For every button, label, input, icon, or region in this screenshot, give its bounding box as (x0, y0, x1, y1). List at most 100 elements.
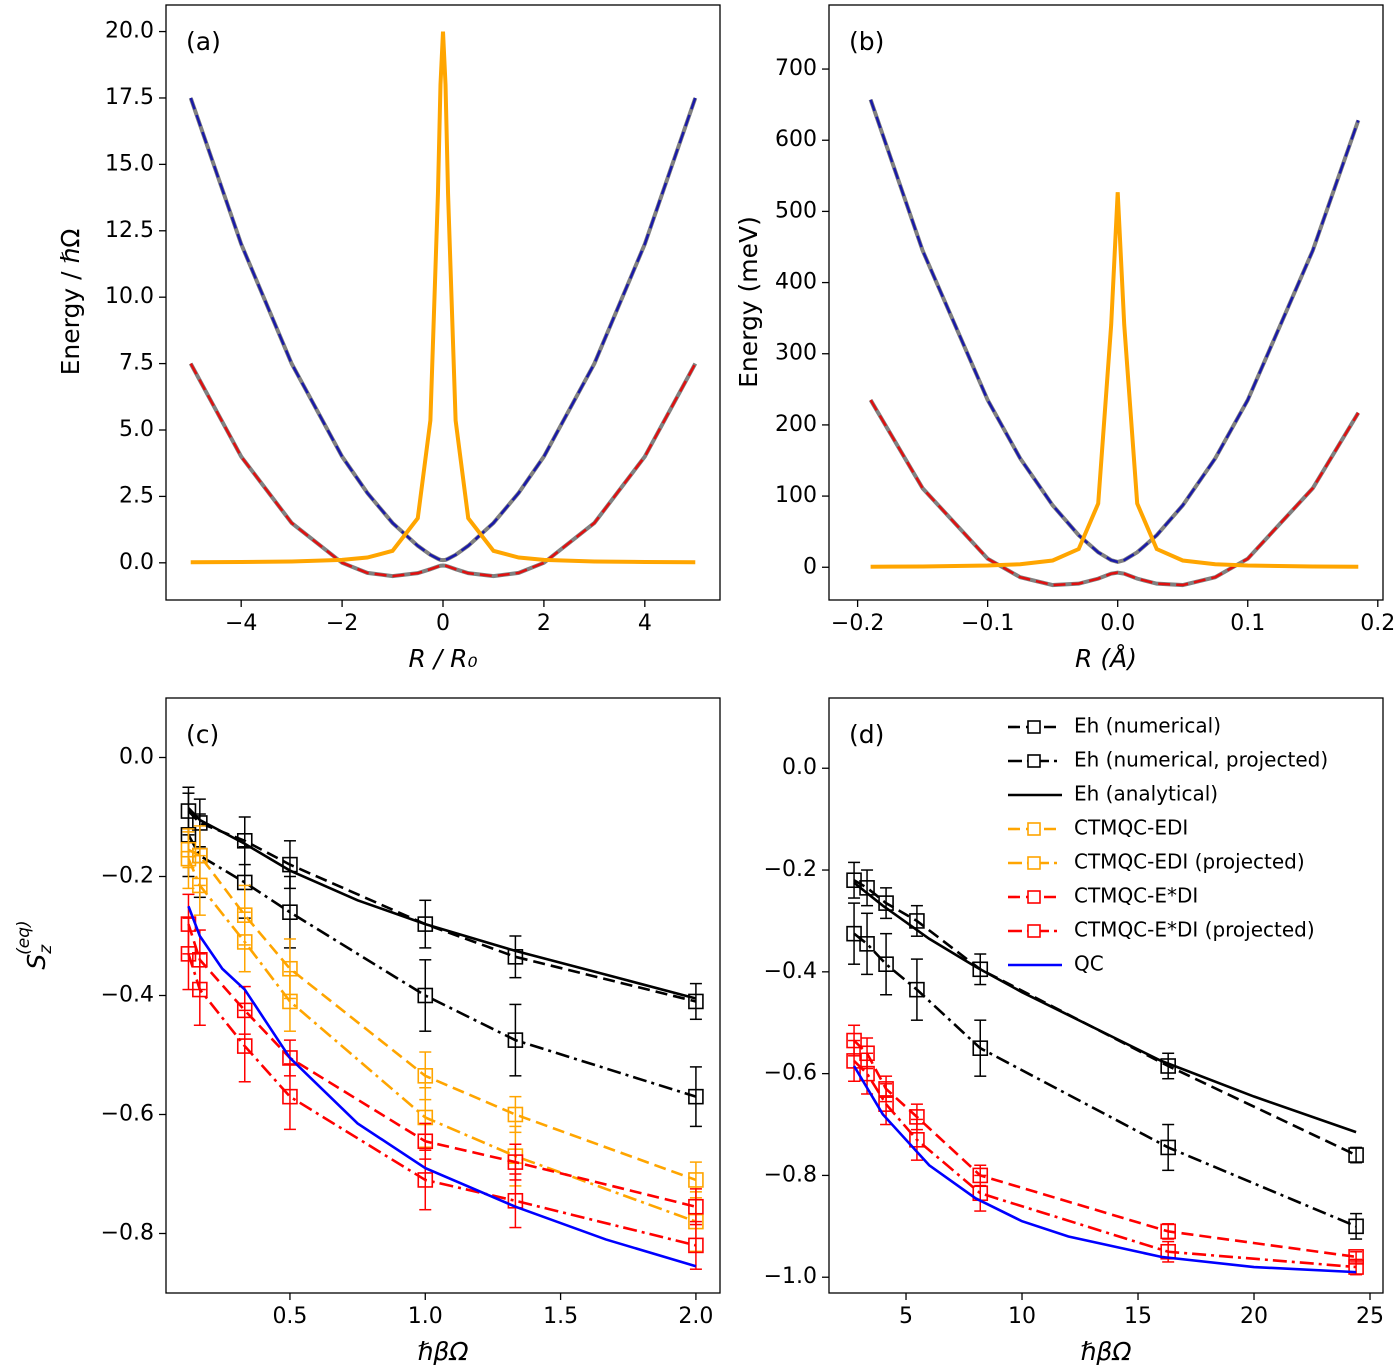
legend-entry: CTMQC-E*DI (1008, 884, 1198, 908)
legend-entry: CTMQC-EDI (1008, 816, 1188, 840)
y-tick-label: 0.0 (119, 745, 154, 770)
error-bar (848, 902, 861, 965)
x-tick-label: 20 (1240, 1304, 1268, 1329)
marker (846, 925, 862, 942)
x-tick-label: 0 (436, 611, 450, 636)
y-tick-label: −0.8 (764, 1162, 817, 1187)
panel-label: (b) (849, 27, 884, 56)
legend-label: Eh (numerical) (1074, 714, 1221, 738)
marker (688, 1198, 704, 1215)
marker (180, 946, 197, 962)
error-bar (689, 982, 702, 1021)
x-tick-label: −0.1 (961, 611, 1014, 636)
marker (417, 1068, 434, 1084)
marker (282, 904, 298, 921)
error-bar (689, 1220, 702, 1270)
plot-frame (828, 697, 1384, 1294)
y-axis-label-main: Energy (meV) (734, 216, 763, 388)
series-line (853, 879, 1357, 1157)
series-line (187, 807, 697, 1000)
marker (688, 993, 704, 1010)
x-axis-label: ℏβΩ (1081, 1337, 1132, 1366)
marker (507, 1106, 524, 1123)
y-tick-label: 0 (803, 554, 817, 579)
y-tick-label: −0.4 (101, 983, 154, 1008)
y-tick-label: −0.4 (764, 959, 817, 984)
y-axis-label-main: Energy / ℏΩ (56, 229, 85, 376)
legend-entry: Eh (numerical, projected) (1008, 748, 1328, 772)
y-tick-label: 7.5 (119, 351, 154, 376)
series-line (189, 97, 697, 562)
x-axis-label: ℏβΩ (418, 1337, 469, 1366)
series-line (187, 923, 697, 1208)
legend-marker (1027, 890, 1041, 904)
marker (1160, 1223, 1176, 1240)
panel-label: (a) (186, 27, 221, 56)
x-tick-label: 2 (537, 611, 551, 636)
y-tick-label: 0.0 (119, 550, 154, 575)
legend-label: Eh (analytical) (1074, 782, 1218, 806)
y-tick-label: 200 (775, 412, 817, 437)
legend-entry: CTMQC-EDI (projected) (1008, 850, 1305, 874)
x-axis-label: R (Å) (1075, 644, 1137, 673)
legend-marker (1027, 856, 1041, 870)
y-tick-label: 0.0 (782, 755, 817, 780)
x-tick-label: 1.5 (543, 1304, 578, 1329)
marker (1348, 1147, 1364, 1163)
series-line (187, 834, 697, 1098)
y-tick-label: 17.5 (105, 85, 154, 110)
legend-label: CTMQC-EDI (projected) (1074, 850, 1305, 874)
legend-marker (1027, 822, 1041, 836)
y-tick-label: 700 (775, 56, 817, 81)
marker (909, 1131, 925, 1148)
marker (507, 1032, 524, 1048)
series-line (187, 953, 697, 1247)
series-line (187, 905, 697, 1268)
marker (972, 1040, 989, 1056)
legend-label: CTMQC-E*DI (projected) (1074, 918, 1315, 942)
legend-entry: QC (1008, 952, 1104, 976)
series-line (190, 31, 696, 565)
y-tick-label: 400 (775, 270, 817, 295)
legend-marker (1027, 720, 1041, 734)
marker (688, 1172, 704, 1188)
y-axis-label-main: S (22, 954, 51, 970)
marker (192, 981, 208, 998)
y-tick-label: 12.5 (105, 218, 154, 243)
x-tick-label: 4 (638, 611, 652, 636)
y-axis-label-sup: (eq) (14, 920, 34, 955)
marker (878, 956, 894, 972)
marker (972, 961, 989, 978)
legend-entry: Eh (numerical) (1008, 714, 1221, 738)
marker (192, 877, 208, 894)
series-line (853, 881, 1357, 1134)
y-tick-label: −0.8 (101, 1221, 154, 1246)
y-tick-label: 600 (775, 127, 817, 152)
x-tick-label: −4 (225, 611, 257, 636)
marker (282, 993, 298, 1010)
y-tick-label: 10.0 (105, 284, 154, 309)
x-tick-label: 15 (1124, 1304, 1152, 1329)
marker (1160, 1139, 1176, 1156)
x-tick-label: −2 (326, 611, 358, 636)
series-line (188, 362, 698, 579)
y-tick-label: −0.2 (764, 857, 817, 882)
legend-entry: CTMQC-E*DI (projected) (1008, 918, 1315, 942)
error-bar (1350, 1146, 1363, 1164)
error-bar (848, 861, 861, 899)
error-bar (861, 869, 874, 907)
series-line (870, 192, 1359, 569)
y-tick-label: 2.5 (119, 483, 154, 508)
marker (688, 1088, 704, 1105)
x-tick-label: 1.0 (408, 1304, 443, 1329)
x-tick-label: 25 (1356, 1304, 1384, 1329)
legend-marker (1027, 754, 1041, 768)
marker (417, 1133, 434, 1150)
series-line (869, 399, 1360, 587)
marker (1348, 1218, 1364, 1235)
marker (282, 1088, 298, 1105)
error-bar (283, 1063, 296, 1131)
y-tick-label: 100 (775, 483, 817, 508)
